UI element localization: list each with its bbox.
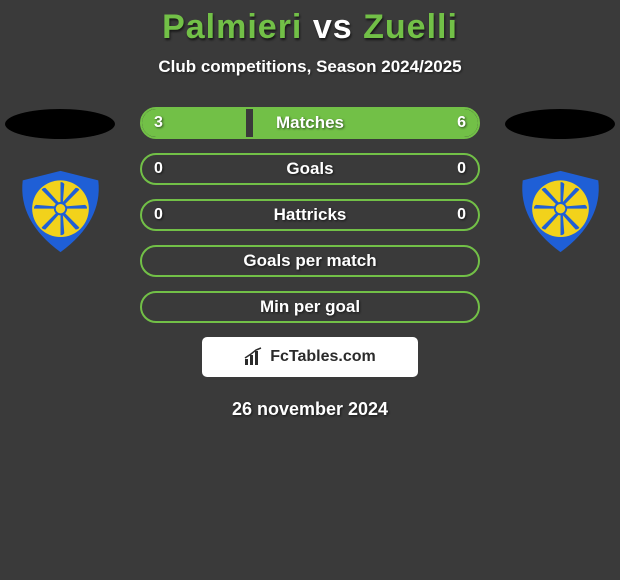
stat-value-left: 3 [154, 114, 163, 132]
right-avatar-column [500, 107, 620, 254]
stats-area: 3 Matches 6 0 Goals 0 0 Hattricks 0 Goals per mat… [0, 107, 620, 420]
player-placeholder-icon [5, 109, 115, 139]
stat-row: Min per goal [140, 291, 480, 323]
subtitle: Club competitions, Season 2024/2025 [0, 57, 620, 77]
stat-label: Goals per match [243, 251, 376, 271]
stat-value-left: 0 [154, 160, 163, 178]
attribution-text: FcTables.com [270, 348, 376, 366]
stat-value-right: 6 [457, 114, 466, 132]
title-player2: Zuelli [363, 8, 458, 46]
stat-label: Hattricks [274, 205, 347, 225]
stat-value-left: 0 [154, 206, 163, 224]
stat-row: Goals per match [140, 245, 480, 277]
attribution-badge: FcTables.com [202, 337, 418, 377]
club-badge-right [513, 169, 608, 254]
bar-chart-icon [244, 347, 264, 367]
stat-row: 0 Hattricks 0 [140, 199, 480, 231]
page-title: Palmieri vs Zuelli [0, 8, 620, 47]
stat-row: 3 Matches 6 [140, 107, 480, 139]
player-placeholder-icon [505, 109, 615, 139]
date-label: 26 november 2024 [0, 399, 620, 420]
stat-label: Goals [286, 159, 333, 179]
stat-label: Min per goal [260, 297, 360, 317]
comparison-card: Palmieri vs Zuelli Club competitions, Se… [0, 0, 620, 420]
stat-label: Matches [276, 113, 344, 133]
left-avatar-column [0, 107, 120, 254]
title-vs: vs [313, 8, 353, 46]
stat-value-right: 0 [457, 206, 466, 224]
stat-value-right: 0 [457, 160, 466, 178]
club-badge-left [13, 169, 108, 254]
title-player1: Palmieri [162, 8, 302, 46]
stat-row: 0 Goals 0 [140, 153, 480, 185]
